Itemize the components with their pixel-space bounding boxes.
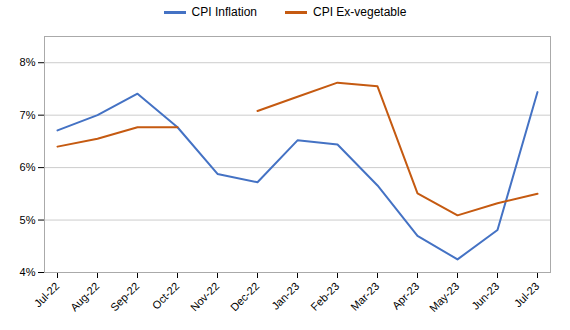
svg-text:Jan-23: Jan-23 <box>269 280 301 312</box>
svg-text:7%: 7% <box>20 109 36 121</box>
svg-text:Jul-22: Jul-22 <box>32 280 62 310</box>
svg-text:Nov-22: Nov-22 <box>188 280 222 314</box>
svg-text:5%: 5% <box>20 214 36 226</box>
svg-text:Aug-22: Aug-22 <box>68 280 102 314</box>
svg-text:Jun-23: Jun-23 <box>469 280 501 312</box>
svg-text:Dec-22: Dec-22 <box>228 280 262 314</box>
svg-text:Oct-22: Oct-22 <box>150 280 182 312</box>
svg-text:May-23: May-23 <box>427 280 461 314</box>
html-text:CPI Ex-vegetable: CPI Ex-vegetable <box>313 5 407 19</box>
svg-text:4%: 4% <box>20 266 36 278</box>
svg-text:Feb-23: Feb-23 <box>308 280 341 313</box>
svg-text:6%: 6% <box>20 161 36 173</box>
svg-text:8%: 8% <box>20 56 36 68</box>
svg-text:Sep-22: Sep-22 <box>108 280 142 314</box>
html-text:CPI Inflation: CPI Inflation <box>191 5 257 19</box>
svg-text:Mar-23: Mar-23 <box>348 280 381 313</box>
svg-text:Apr-23: Apr-23 <box>390 280 422 312</box>
svg-text:Jul-23: Jul-23 <box>512 280 542 310</box>
